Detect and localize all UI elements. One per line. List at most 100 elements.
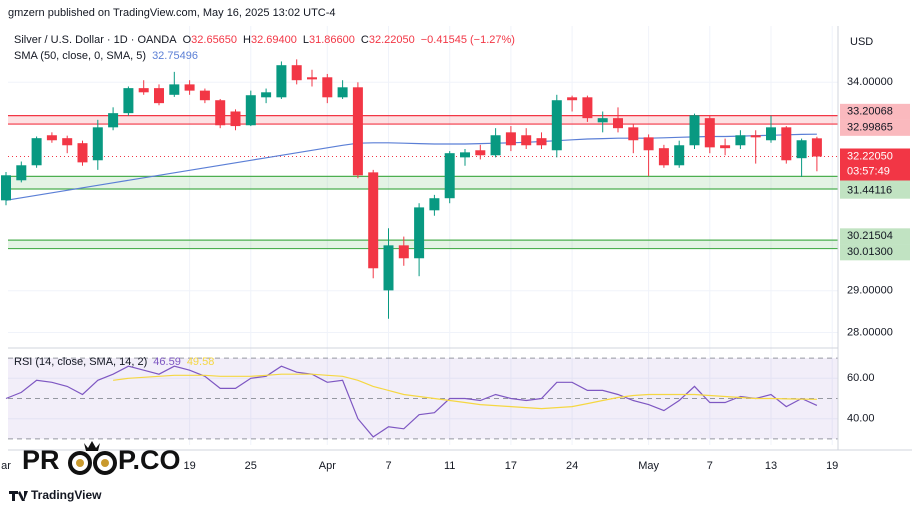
- legend-sma: SMA (50, close, 0, SMA, 5) 32.75496: [14, 50, 198, 62]
- x-tick-label: May: [638, 460, 659, 472]
- price-label-box: [840, 182, 910, 199]
- watermark-crown: [84, 441, 100, 451]
- candle-body: [138, 88, 149, 93]
- price-label-box: [840, 119, 910, 136]
- candle-body: [582, 97, 593, 119]
- candle-body: [567, 97, 578, 101]
- footer-brand: TradingView: [31, 488, 102, 502]
- price-label-box: [840, 103, 910, 120]
- candle-body: [613, 118, 623, 129]
- candle-body: [215, 100, 226, 126]
- price-label-box: [840, 244, 910, 261]
- candle-body: [230, 111, 241, 127]
- x-tick-label: 24: [566, 460, 578, 472]
- candle-body: [444, 153, 455, 199]
- y-tick-label: 60.00: [847, 372, 875, 384]
- x-tick-label: 7: [385, 460, 391, 472]
- rsi-value: 46.59: [153, 356, 181, 368]
- price-label: 30.01300: [847, 246, 893, 258]
- price-label-box: [840, 228, 910, 245]
- candle-body: [352, 87, 363, 176]
- candle-body: [46, 135, 57, 141]
- candle-body: [199, 90, 210, 101]
- legend-main: Silver / U.S. Dollar · 1D · OANDA O32.656…: [14, 34, 515, 46]
- x-tick-label: 25: [245, 460, 257, 472]
- y-tick-label: 40.00: [847, 413, 875, 425]
- candle-body: [368, 172, 379, 269]
- publish-header: gmzern published on TradingView.com, May…: [8, 7, 336, 19]
- candle-body: [521, 135, 532, 146]
- x-tick-label: ar: [1, 460, 11, 472]
- candle-body: [674, 145, 685, 166]
- ohlc-value: 32.65650: [191, 34, 237, 46]
- x-tick-label: 11: [444, 460, 455, 472]
- x-tick-label: 13: [765, 460, 777, 472]
- zone: [8, 115, 838, 125]
- candle-body: [31, 138, 42, 166]
- candle-body: [536, 138, 547, 146]
- legend-title: Silver / U.S. Dollar · 1D · OANDA: [14, 34, 177, 46]
- price-label: 30.21504: [847, 230, 893, 242]
- candle-body: [643, 137, 654, 151]
- candle-body: [322, 77, 333, 98]
- candle-body: [658, 148, 669, 166]
- legend-rsi: RSI (14, close, SMA, 14, 2) 46.59 49.58: [14, 356, 214, 368]
- candle-body: [154, 88, 164, 104]
- price-label: 31.44116: [847, 185, 892, 197]
- candle-body: [414, 207, 425, 259]
- candle-body: [490, 135, 501, 156]
- tradingview-logo: [9, 491, 28, 501]
- sma-line: [5, 133, 817, 201]
- zone: [8, 176, 838, 189]
- candle-body: [551, 100, 562, 151]
- y-tick-label: 28.00000: [847, 326, 893, 338]
- y-tick-label: 29.00000: [847, 285, 893, 297]
- rsi-line: [5, 365, 818, 438]
- rsi-name: RSI (14, close, SMA, 14, 2): [14, 356, 147, 368]
- candle-body: [77, 143, 88, 163]
- candle-body: [781, 127, 792, 161]
- candle-body: [429, 198, 440, 211]
- candle-body: [92, 127, 103, 161]
- y-tick-label: 34.00000: [847, 76, 893, 88]
- candle-body: [62, 138, 73, 146]
- candle-body: [245, 95, 256, 126]
- candle-body: [735, 135, 746, 146]
- candle-body: [108, 113, 119, 128]
- last-price-label: 32.22050: [847, 150, 893, 162]
- candle-body: [184, 84, 195, 91]
- candle-body: [398, 245, 409, 259]
- x-tick-label: 17: [505, 460, 517, 472]
- ohlc-key: L: [303, 34, 309, 46]
- countdown-label: 03:57:49: [847, 165, 890, 177]
- x-tick-label: 7: [707, 460, 713, 472]
- x-tick-label: 19: [826, 460, 838, 472]
- candle-body: [689, 115, 700, 146]
- watermark-right: P.CO: [118, 445, 181, 475]
- watermark-ring: [93, 451, 117, 475]
- candle-body: [766, 127, 776, 141]
- candle-body: [337, 87, 348, 98]
- candle-body: [505, 132, 516, 146]
- candle-body: [261, 92, 272, 98]
- candle-body: [796, 140, 807, 159]
- last-price-box: [840, 148, 910, 181]
- axis-unit: USD: [850, 36, 873, 48]
- watermark-ring: [68, 451, 92, 475]
- change-value: −0.41545 (−1.27%): [421, 34, 515, 46]
- ohlc-value: 31.86600: [309, 34, 355, 46]
- x-tick-label: 19: [183, 460, 195, 472]
- candle-body: [811, 138, 822, 157]
- candle-body: [720, 145, 731, 149]
- rsi-line: [113, 373, 817, 410]
- candle-body: [383, 245, 394, 291]
- candle-body: [307, 77, 317, 80]
- watermark: PR P.CO: [22, 441, 181, 475]
- candle-body: [123, 88, 134, 114]
- ohlc-value: 32.22050: [369, 34, 415, 46]
- candle-body: [291, 65, 302, 81]
- candle-body: [169, 84, 180, 95]
- sma-value: 32.75496: [152, 50, 198, 62]
- candle-body: [597, 118, 608, 123]
